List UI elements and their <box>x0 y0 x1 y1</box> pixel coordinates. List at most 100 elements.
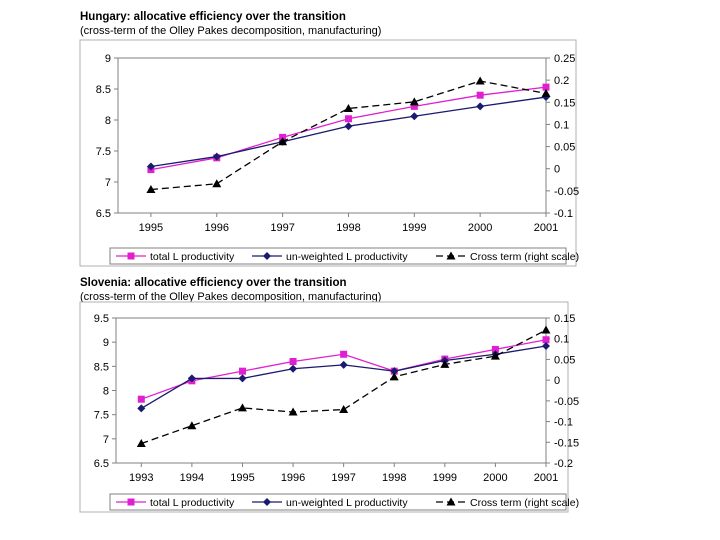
hungary-y2tick-label: -0.05 <box>554 186 579 198</box>
hungary-series-2-point <box>343 103 353 112</box>
slovenia-series-1-point <box>390 367 399 376</box>
slovenia-plot-area <box>115 317 547 464</box>
hungary-series-2-point <box>475 76 485 85</box>
hungary-y2tick-label: 0.05 <box>554 142 575 154</box>
slovenia-y2tick-label: 0.15 <box>554 313 575 325</box>
hungary-series-0-point <box>410 102 418 110</box>
hungary-legend-label: total L productivity <box>150 251 235 263</box>
slovenia-series-0-point <box>289 358 297 365</box>
slovenia-series-2-point <box>237 403 247 412</box>
hungary-series-1-point <box>212 152 221 161</box>
slovenia-xtick-label: 1994 <box>180 472 204 484</box>
slovenia-y2tick-label: 0.1 <box>554 334 569 346</box>
slovenia-ytick-label: 7 <box>103 434 109 446</box>
slovenia-xtick-label: 1995 <box>230 472 254 484</box>
slovenia-y2tick-label: -0.05 <box>554 396 579 408</box>
hungary-y2tick-label: -0.1 <box>554 208 573 220</box>
hungary-chart-title: Hungary: allocative efficiency over the … <box>80 11 346 23</box>
slovenia-y2tick-label: 0 <box>554 375 560 387</box>
hungary-series-2-point <box>541 88 551 97</box>
slovenia-ytick-label: 9 <box>103 337 109 349</box>
slovenia-xtick-label: 1996 <box>281 472 305 484</box>
slovenia-series-1-point <box>238 374 247 383</box>
slovenia-series-0-point <box>491 345 499 353</box>
slovenia-xtick-label: 1997 <box>331 472 355 484</box>
hungary-y2tick-label: 0.1 <box>554 119 569 131</box>
slovenia-xtick-label: 1998 <box>382 472 406 484</box>
slovenia-series-2-point <box>339 405 349 414</box>
slovenia-y2tick-label: -0.2 <box>554 458 573 470</box>
hungary-legend-box <box>109 247 567 265</box>
slovenia-chart-frame <box>79 301 569 513</box>
hungary-series-2-point <box>212 179 222 188</box>
slovenia-series-0-point <box>340 350 348 358</box>
hungary-series-2-point <box>146 185 156 194</box>
hungary-legend-label: un-weighted L productivity <box>286 251 408 263</box>
hungary-series-1-point <box>344 122 353 131</box>
slovenia-series-2-point <box>389 372 399 381</box>
slovenia-xtick-label: 1993 <box>129 472 153 484</box>
slovenia-series-1-point <box>137 404 146 413</box>
slovenia-series-1-point <box>542 342 550 351</box>
hungary-series-0-point <box>542 83 550 91</box>
hungary-ytick-label: 7.5 <box>96 146 111 158</box>
hungary-xtick-label: 1999 <box>402 222 426 234</box>
slovenia-legend-marker-2 <box>446 497 456 506</box>
hungary-series-1-point <box>146 162 155 171</box>
hungary-y2tick-label: 0.2 <box>554 75 569 87</box>
slovenia-legend-label: Cross term (right scale) <box>470 497 579 509</box>
slovenia-legend-marker-0 <box>127 498 135 506</box>
slovenia-y2tick-label: -0.15 <box>554 437 579 449</box>
hungary-xtick-label: 1995 <box>139 222 163 234</box>
hungary-ytick-label: 8 <box>105 115 111 127</box>
hungary-legend-marker-2 <box>446 251 456 260</box>
slovenia-xtick-label: 2001 <box>534 472 558 484</box>
slovenia-series-0-point <box>137 395 145 403</box>
hungary-series-0-point <box>476 91 484 99</box>
hungary-legend-marker-0 <box>127 252 135 260</box>
slovenia-series-0-point <box>238 367 246 375</box>
slovenia-series-1-point <box>289 364 298 373</box>
slovenia-ytick-label: 8 <box>103 386 109 398</box>
hungary-series-1-point <box>410 112 419 121</box>
slovenia-chart-title: Slovenia: allocative efficiency over the… <box>80 277 347 289</box>
hungary-series-2-point <box>278 137 288 146</box>
slovenia-series-1-point <box>339 360 348 369</box>
slovenia-ytick-label: 8.5 <box>94 361 109 373</box>
hungary-series-0-point <box>344 115 352 123</box>
slovenia-legend-label: un-weighted L productivity <box>286 497 408 509</box>
slovenia-series-2-point <box>490 351 500 360</box>
hungary-xtick-label: 1996 <box>205 222 229 234</box>
slovenia-chart-subtitle: (cross-term of the Olley Pakes decomposi… <box>80 291 382 303</box>
hungary-xtick-label: 2000 <box>468 222 492 234</box>
slovenia-y2tick-label: -0.1 <box>554 417 573 429</box>
hungary-y2tick-label: 0 <box>554 164 560 176</box>
hungary-xtick-label: 1997 <box>270 222 294 234</box>
slovenia-series-line-2 <box>141 329 547 445</box>
slovenia-xtick-label: 1999 <box>433 472 457 484</box>
hungary-y2tick-label: 0.15 <box>554 97 575 109</box>
slovenia-series-1-point <box>187 374 196 383</box>
hungary-chart: 6.5 7 7.5 8 8.5 9 -0.1 -0.05 0 0.05 0.1 0.15 0.2 0.25… <box>79 39 579 267</box>
slovenia-y2tick-label: 0.05 <box>554 354 575 366</box>
hungary-xtick-label: 1998 <box>336 222 360 234</box>
slovenia-ytick-label: 6.5 <box>94 458 109 470</box>
slovenia-series-2-point <box>288 407 298 416</box>
slovenia-legend-box <box>109 493 567 511</box>
slovenia-xtick-label: 2000 <box>483 472 507 484</box>
hungary-chart-frame <box>79 39 577 267</box>
slovenia-legend-marker-1 <box>263 498 271 506</box>
slovenia-ytick-label: 7.5 <box>94 410 109 422</box>
slovenia-series-0-point <box>542 336 550 344</box>
hungary-series-2-point <box>409 97 419 106</box>
hungary-y2tick-label: 0.25 <box>554 53 575 65</box>
slovenia-series-2-point <box>541 325 551 334</box>
slovenia-ytick-label: 9.5 <box>94 313 109 325</box>
slovenia-series-2-point <box>136 439 146 448</box>
hungary-ytick-label: 9 <box>105 53 111 65</box>
slovenia-series-2-point <box>187 421 197 430</box>
hungary-legend-label: Cross term (right scale) <box>470 251 579 263</box>
hungary-series-1-point <box>476 102 485 111</box>
hungary-chart-subtitle: (cross-term of the Olley Pakes decomposi… <box>80 25 382 37</box>
